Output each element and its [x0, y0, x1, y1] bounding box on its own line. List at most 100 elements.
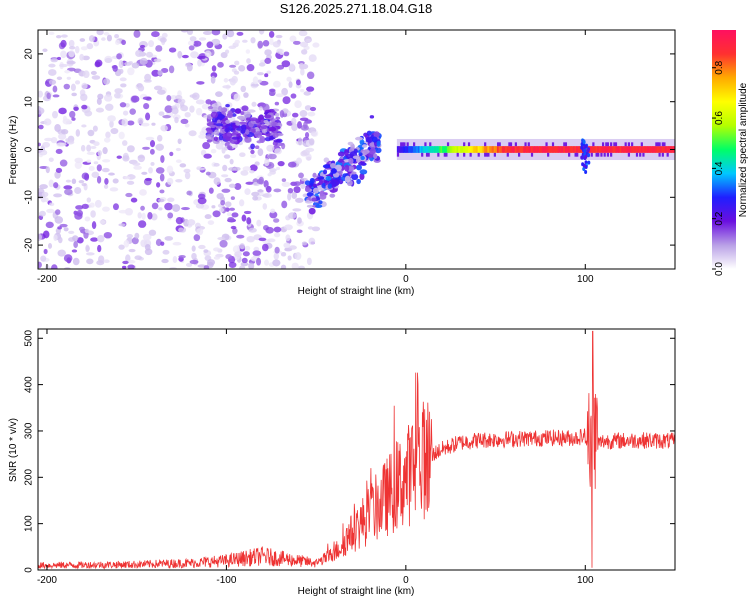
spectrogram-cell [605, 142, 608, 147]
spectrogram-cell [234, 183, 242, 191]
spectrogram-cell [61, 34, 68, 38]
spectrogram-cell [622, 146, 626, 153]
x-tick-label: -100 [216, 575, 236, 586]
spectrogram-cell [658, 152, 661, 157]
spectrogram-cell [178, 255, 186, 259]
spectrogram-cell [373, 153, 378, 159]
spectrogram-cell [90, 210, 96, 218]
spectrogram-region-carrier-line [396, 138, 675, 161]
spectrogram-cell [181, 30, 189, 33]
spectrogram-cell [151, 202, 159, 210]
spectrogram-cell [371, 136, 378, 143]
spectrogram-cell [40, 255, 47, 262]
spectrogram-cell [647, 146, 650, 153]
spectrogram-cell [555, 146, 558, 153]
spectrogram-cell [43, 197, 49, 203]
spectrogram-cell [527, 146, 530, 153]
spectrogram-cell [53, 182, 59, 189]
spectrogram-cell [175, 159, 182, 164]
spectrogram-cell [223, 78, 229, 83]
spectrogram-cell [66, 76, 72, 80]
spectrogram-cell [84, 173, 90, 181]
spectrogram-cell [267, 238, 276, 243]
spectrogram-cell [218, 207, 225, 213]
spectrogram-cell [268, 126, 277, 132]
spectrogram-cell [323, 157, 330, 163]
spectrogram-cell [642, 152, 645, 157]
spectrogram-cell [114, 92, 121, 99]
spectrogram-cell [206, 259, 216, 266]
spectrogram-cell [463, 152, 466, 157]
spectrogram-cell [275, 116, 281, 121]
spectrogram-cell [668, 146, 671, 153]
spectrogram-cell [42, 141, 51, 148]
spectrogram-cell [477, 152, 480, 157]
spectrogram-cell [281, 142, 286, 150]
spectrogram-cell [230, 225, 237, 230]
spectrogram-cell [97, 93, 104, 100]
spectrogram-cell [94, 199, 102, 208]
spectrogram-cell [137, 212, 142, 219]
spectrogram-cell [590, 146, 593, 153]
spectrogram-cell [69, 110, 76, 118]
spectrogram-cell [403, 146, 406, 153]
spectrogram-cell [175, 147, 181, 152]
spectrogram-cell [243, 92, 249, 98]
spectrogram-cell [229, 64, 237, 68]
spectrogram-cell [298, 62, 305, 70]
spectrogram-cell [403, 142, 406, 147]
spectrogram-cell [209, 124, 216, 128]
spectrogram-cell [211, 205, 216, 209]
spectrogram-cell [564, 142, 568, 147]
spectrogram-cell [55, 148, 63, 154]
spectrogram-cell [246, 217, 252, 225]
spectrogram-cell [286, 76, 292, 82]
spectrogram-cell [222, 164, 228, 172]
spectrogram-cell [344, 164, 350, 172]
spectrogram-cell [404, 146, 408, 153]
spectrogram-cell [469, 146, 472, 153]
spectrogram-cell [139, 189, 147, 196]
spectrogram-cell [516, 146, 519, 153]
spectrogram-cell [52, 85, 58, 93]
spectrogram-cell [142, 233, 152, 241]
spectrogram-cell [79, 38, 86, 42]
spectrogram-cell [234, 39, 240, 45]
spectrogram-cell [78, 180, 85, 184]
spectrogram-cell [580, 145, 584, 150]
spectrogram-cell [291, 262, 299, 269]
spectrogram-cell [53, 234, 58, 242]
spectrogram-cell [223, 154, 231, 159]
spectrogram-cell [292, 208, 302, 212]
spectrogram-cell [299, 110, 308, 118]
spectrogram-cell [262, 243, 269, 252]
spectrogram-cell [181, 105, 189, 112]
spectrogram-cell [42, 230, 50, 239]
spectrogram-cell [242, 166, 251, 172]
spectrogram-cell [529, 146, 532, 153]
spectrogram-cell [116, 155, 122, 159]
spectrogram-cell [298, 30, 308, 37]
spectrogram-cell [240, 111, 245, 116]
spectrogram-cell [656, 146, 660, 153]
spectrogram-cell [151, 31, 160, 38]
spectrogram-region-noise [38, 30, 321, 269]
spectrogram-cell [85, 244, 90, 253]
spectrogram-cell [174, 116, 179, 124]
spectrogram-cell [186, 190, 192, 196]
spectrogram-cell [207, 105, 214, 110]
spectrogram-cell [158, 207, 163, 211]
spectrogram-cell [648, 146, 652, 153]
spectrogram-cell [268, 30, 275, 38]
spectrogram-cell [559, 146, 563, 153]
spectrogram-cell [362, 144, 368, 148]
spectrogram-cell [126, 180, 135, 185]
spectrogram-cell [640, 142, 643, 147]
spectrogram-cell [601, 142, 605, 147]
spectrogram-cell [487, 152, 490, 157]
spectrogram-cell [542, 146, 545, 153]
spectrogram-cell [574, 152, 577, 157]
spectrogram-cell [306, 204, 314, 208]
spectrogram-cell [540, 146, 543, 153]
spectrogram-cell [70, 83, 76, 92]
